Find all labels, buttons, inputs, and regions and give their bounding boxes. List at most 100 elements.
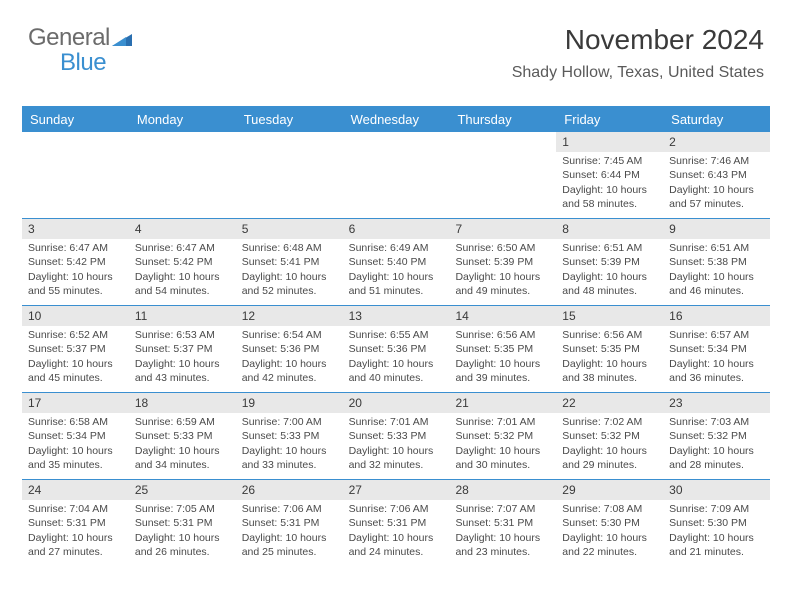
calendar-day bbox=[129, 132, 236, 218]
calendar-day: 26Sunrise: 7:06 AMSunset: 5:31 PMDayligh… bbox=[236, 480, 343, 566]
sunset-text: Sunset: 5:36 PM bbox=[242, 342, 337, 356]
day-info: Sunrise: 6:49 AMSunset: 5:40 PMDaylight:… bbox=[343, 241, 450, 302]
day-number: 2 bbox=[663, 132, 770, 152]
day-number: 26 bbox=[236, 480, 343, 500]
sunset-text: Sunset: 5:32 PM bbox=[455, 429, 550, 443]
sunset-text: Sunset: 5:35 PM bbox=[455, 342, 550, 356]
sunrise-text: Sunrise: 6:56 AM bbox=[562, 328, 657, 342]
day-number: 27 bbox=[343, 480, 450, 500]
sunset-text: Sunset: 6:43 PM bbox=[669, 168, 764, 182]
weekday-header: SundayMondayTuesdayWednesdayThursdayFrid… bbox=[22, 108, 770, 131]
sunset-text: Sunset: 5:33 PM bbox=[242, 429, 337, 443]
day-number: 20 bbox=[343, 393, 450, 413]
sunrise-text: Sunrise: 6:57 AM bbox=[669, 328, 764, 342]
sunrise-text: Sunrise: 6:51 AM bbox=[562, 241, 657, 255]
day-info: Sunrise: 6:51 AMSunset: 5:39 PMDaylight:… bbox=[556, 241, 663, 302]
sunrise-text: Sunrise: 7:06 AM bbox=[242, 502, 337, 516]
calendar-day: 2Sunrise: 7:46 AMSunset: 6:43 PMDaylight… bbox=[663, 132, 770, 218]
weekday-label: Wednesday bbox=[343, 108, 450, 131]
logo: General Blue bbox=[28, 24, 132, 77]
day-number: 15 bbox=[556, 306, 663, 326]
calendar-week: 17Sunrise: 6:58 AMSunset: 5:34 PMDayligh… bbox=[22, 392, 770, 479]
daylight-text: Daylight: 10 hours and 23 minutes. bbox=[455, 531, 550, 559]
sunrise-text: Sunrise: 6:48 AM bbox=[242, 241, 337, 255]
sunset-text: Sunset: 5:37 PM bbox=[28, 342, 123, 356]
calendar-day: 13Sunrise: 6:55 AMSunset: 5:36 PMDayligh… bbox=[343, 306, 450, 392]
calendar-day: 10Sunrise: 6:52 AMSunset: 5:37 PMDayligh… bbox=[22, 306, 129, 392]
day-info: Sunrise: 6:54 AMSunset: 5:36 PMDaylight:… bbox=[236, 328, 343, 389]
calendar-week: 10Sunrise: 6:52 AMSunset: 5:37 PMDayligh… bbox=[22, 305, 770, 392]
sunset-text: Sunset: 5:39 PM bbox=[562, 255, 657, 269]
calendar-week: 24Sunrise: 7:04 AMSunset: 5:31 PMDayligh… bbox=[22, 479, 770, 566]
daylight-text: Daylight: 10 hours and 51 minutes. bbox=[349, 270, 444, 298]
logo-icon bbox=[112, 25, 132, 53]
calendar-day: 19Sunrise: 7:00 AMSunset: 5:33 PMDayligh… bbox=[236, 393, 343, 479]
calendar-day: 1Sunrise: 7:45 AMSunset: 6:44 PMDaylight… bbox=[556, 132, 663, 218]
sunset-text: Sunset: 5:39 PM bbox=[455, 255, 550, 269]
day-info: Sunrise: 6:50 AMSunset: 5:39 PMDaylight:… bbox=[449, 241, 556, 302]
daylight-text: Daylight: 10 hours and 26 minutes. bbox=[135, 531, 230, 559]
day-info: Sunrise: 7:09 AMSunset: 5:30 PMDaylight:… bbox=[663, 502, 770, 563]
day-number: 13 bbox=[343, 306, 450, 326]
sunset-text: Sunset: 5:33 PM bbox=[135, 429, 230, 443]
sunset-text: Sunset: 5:32 PM bbox=[669, 429, 764, 443]
sunset-text: Sunset: 5:31 PM bbox=[455, 516, 550, 530]
calendar-day bbox=[343, 132, 450, 218]
daylight-text: Daylight: 10 hours and 28 minutes. bbox=[669, 444, 764, 472]
calendar-day: 29Sunrise: 7:08 AMSunset: 5:30 PMDayligh… bbox=[556, 480, 663, 566]
day-number: 18 bbox=[129, 393, 236, 413]
day-info: Sunrise: 6:48 AMSunset: 5:41 PMDaylight:… bbox=[236, 241, 343, 302]
daylight-text: Daylight: 10 hours and 30 minutes. bbox=[455, 444, 550, 472]
sunrise-text: Sunrise: 6:59 AM bbox=[135, 415, 230, 429]
day-info: Sunrise: 7:45 AMSunset: 6:44 PMDaylight:… bbox=[556, 154, 663, 215]
sunrise-text: Sunrise: 7:07 AM bbox=[455, 502, 550, 516]
day-number: 1 bbox=[556, 132, 663, 152]
day-number: 17 bbox=[22, 393, 129, 413]
day-number: 29 bbox=[556, 480, 663, 500]
sunset-text: Sunset: 5:41 PM bbox=[242, 255, 337, 269]
sunset-text: Sunset: 5:35 PM bbox=[562, 342, 657, 356]
day-info: Sunrise: 7:06 AMSunset: 5:31 PMDaylight:… bbox=[236, 502, 343, 563]
day-info: Sunrise: 6:47 AMSunset: 5:42 PMDaylight:… bbox=[129, 241, 236, 302]
sunrise-text: Sunrise: 7:00 AM bbox=[242, 415, 337, 429]
calendar-day: 15Sunrise: 6:56 AMSunset: 5:35 PMDayligh… bbox=[556, 306, 663, 392]
daylight-text: Daylight: 10 hours and 40 minutes. bbox=[349, 357, 444, 385]
weekday-label: Tuesday bbox=[236, 108, 343, 131]
day-info: Sunrise: 7:00 AMSunset: 5:33 PMDaylight:… bbox=[236, 415, 343, 476]
sunrise-text: Sunrise: 7:08 AM bbox=[562, 502, 657, 516]
calendar-week: 3Sunrise: 6:47 AMSunset: 5:42 PMDaylight… bbox=[22, 218, 770, 305]
daylight-text: Daylight: 10 hours and 34 minutes. bbox=[135, 444, 230, 472]
day-number: 12 bbox=[236, 306, 343, 326]
calendar-day: 7Sunrise: 6:50 AMSunset: 5:39 PMDaylight… bbox=[449, 219, 556, 305]
calendar-week: 1Sunrise: 7:45 AMSunset: 6:44 PMDaylight… bbox=[22, 131, 770, 218]
sunset-text: Sunset: 5:30 PM bbox=[562, 516, 657, 530]
sunset-text: Sunset: 6:44 PM bbox=[562, 168, 657, 182]
calendar-day: 30Sunrise: 7:09 AMSunset: 5:30 PMDayligh… bbox=[663, 480, 770, 566]
sunrise-text: Sunrise: 6:49 AM bbox=[349, 241, 444, 255]
sunrise-text: Sunrise: 6:52 AM bbox=[28, 328, 123, 342]
day-number: 9 bbox=[663, 219, 770, 239]
calendar-day: 17Sunrise: 6:58 AMSunset: 5:34 PMDayligh… bbox=[22, 393, 129, 479]
sunrise-text: Sunrise: 7:46 AM bbox=[669, 154, 764, 168]
sunrise-text: Sunrise: 6:55 AM bbox=[349, 328, 444, 342]
calendar-day: 6Sunrise: 6:49 AMSunset: 5:40 PMDaylight… bbox=[343, 219, 450, 305]
day-info: Sunrise: 6:58 AMSunset: 5:34 PMDaylight:… bbox=[22, 415, 129, 476]
calendar-day: 4Sunrise: 6:47 AMSunset: 5:42 PMDaylight… bbox=[129, 219, 236, 305]
day-info: Sunrise: 7:07 AMSunset: 5:31 PMDaylight:… bbox=[449, 502, 556, 563]
day-number: 24 bbox=[22, 480, 129, 500]
calendar-day: 12Sunrise: 6:54 AMSunset: 5:36 PMDayligh… bbox=[236, 306, 343, 392]
sunset-text: Sunset: 5:42 PM bbox=[135, 255, 230, 269]
day-info: Sunrise: 7:05 AMSunset: 5:31 PMDaylight:… bbox=[129, 502, 236, 563]
day-info: Sunrise: 6:59 AMSunset: 5:33 PMDaylight:… bbox=[129, 415, 236, 476]
daylight-text: Daylight: 10 hours and 25 minutes. bbox=[242, 531, 337, 559]
day-number: 8 bbox=[556, 219, 663, 239]
day-info: Sunrise: 7:02 AMSunset: 5:32 PMDaylight:… bbox=[556, 415, 663, 476]
day-number: 4 bbox=[129, 219, 236, 239]
month-title: November 2024 bbox=[512, 24, 764, 56]
logo-text-1: General bbox=[28, 24, 110, 51]
weekday-label: Sunday bbox=[22, 108, 129, 131]
sunset-text: Sunset: 5:30 PM bbox=[669, 516, 764, 530]
weekday-label: Thursday bbox=[449, 108, 556, 131]
daylight-text: Daylight: 10 hours and 32 minutes. bbox=[349, 444, 444, 472]
daylight-text: Daylight: 10 hours and 36 minutes. bbox=[669, 357, 764, 385]
